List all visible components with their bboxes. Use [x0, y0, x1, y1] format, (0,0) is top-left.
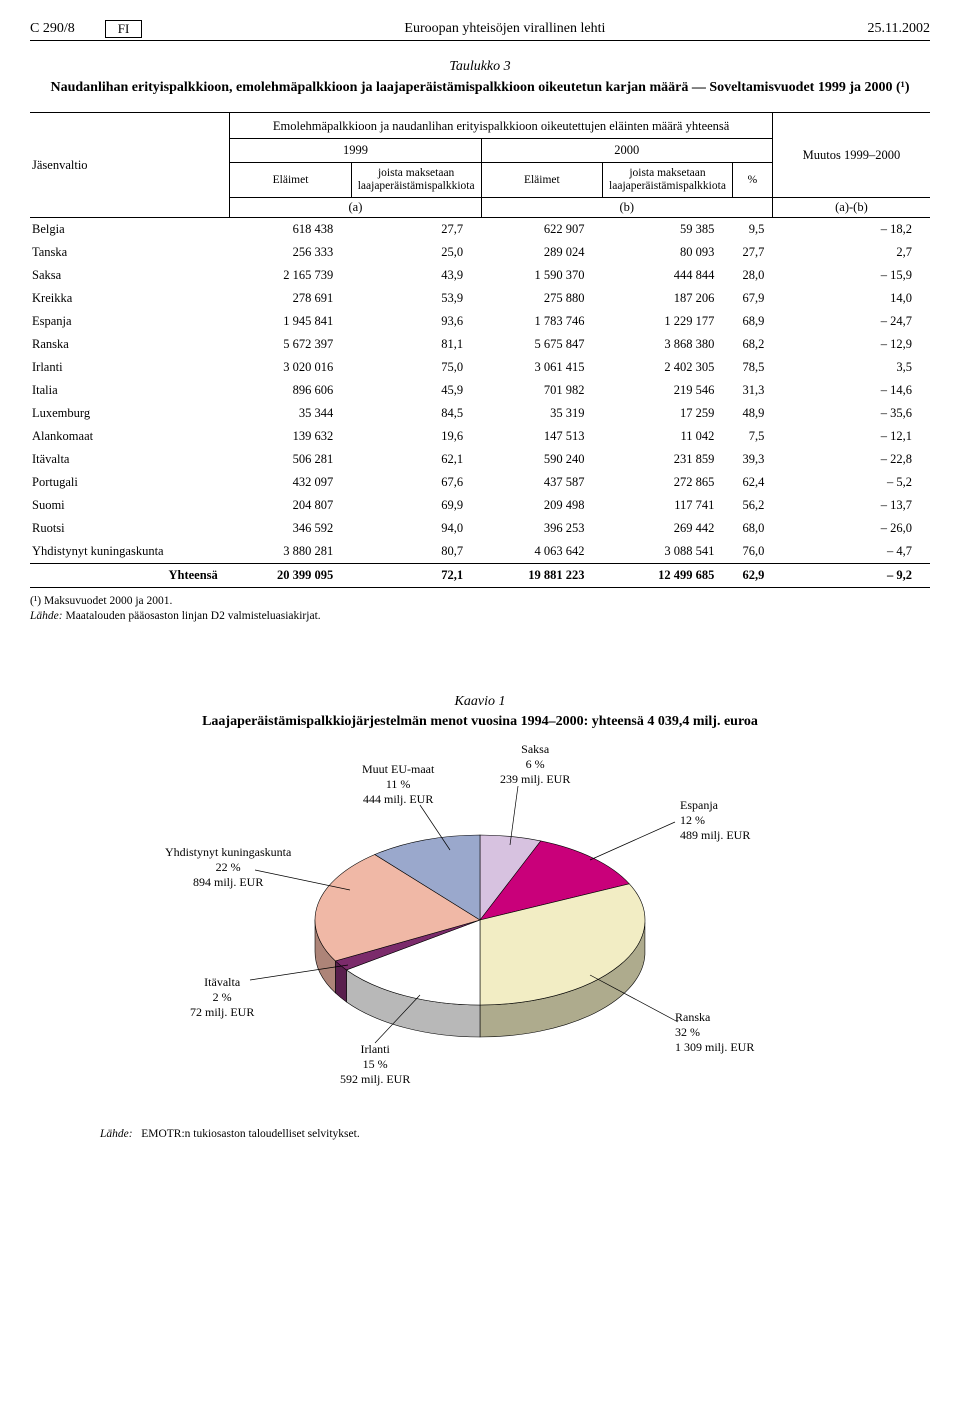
col-elaimet-1: Eläimet	[230, 162, 351, 197]
table-row: Saksa2 165 73943,91 590 370444 84428,0– …	[30, 264, 930, 287]
data-table: Jäsenvaltio Emolehmäpalkkioon ja naudanl…	[30, 112, 930, 588]
callout-saksa: Saksa 6 % 239 milj. EUR	[500, 742, 570, 787]
col-joista-2: joista maksetaan laajaperäistämispalkkio…	[603, 162, 733, 197]
table-row: Ruotsi346 59294,0396 253269 44268,0– 26,…	[30, 517, 930, 540]
table-row: Suomi204 80769,9209 498117 74156,2– 13,7	[30, 494, 930, 517]
callout-ranska: Ranska 32 % 1 309 milj. EUR	[675, 1010, 754, 1055]
chart-title-2: Laajaperäistämispalkkiojärjestelmän meno…	[30, 714, 930, 730]
lab-a: (a)	[230, 198, 481, 218]
callout-espanja: Espanja 12 % 489 milj. EUR	[680, 798, 750, 843]
col-pct: %	[732, 162, 772, 197]
col-joista-1: joista maksetaan laajaperäistämispalkkio…	[351, 162, 481, 197]
col-jasenvaltio: Jäsenvaltio	[30, 112, 230, 217]
table-total-row: Yhteensä20 399 09572,119 881 22312 499 6…	[30, 564, 930, 588]
table-title: Taulukko 3	[30, 59, 930, 75]
table-row: Ranska5 672 39781,15 675 8473 868 38068,…	[30, 333, 930, 356]
src-text: Maatalouden pääosaston linjan D2 valmist…	[65, 610, 320, 622]
table-subtitle: Naudanlihan erityispalkkioon, emolehmäpa…	[30, 79, 930, 98]
chart-block: Kaavio 1 Laajaperäistämispalkkiojärjeste…	[30, 694, 930, 1140]
pie-chart: Saksa 6 % 239 milj. EUR Espanja 12 % 489…	[120, 750, 840, 1110]
table-row: Alankomaat139 63219,6147 51311 0427,5– 1…	[30, 425, 930, 448]
journal-name: Euroopan yhteisöjen virallinen lehti	[142, 21, 867, 37]
hdr-1999: 1999	[230, 138, 481, 162]
lab-ab: (a)-(b)	[772, 198, 930, 218]
hdr-2000: 2000	[481, 138, 772, 162]
col-elaimet-2: Eläimet	[481, 162, 602, 197]
src-label: Lähde:	[30, 610, 63, 622]
table-row: Irlanti3 020 01675,03 061 4152 402 30578…	[30, 356, 930, 379]
callout-muut: Muut EU-maat 11 % 444 milj. EUR	[362, 762, 434, 807]
table-row: Espanja1 945 84193,61 783 7461 229 17768…	[30, 310, 930, 333]
table-row: Kreikka278 69153,9275 880187 20667,914,0	[30, 287, 930, 310]
chart-title-1: Kaavio 1	[30, 694, 930, 710]
table-row: Tanska256 33325,0289 02480 09327,72,7	[30, 241, 930, 264]
page-header: C 290/8 FI Euroopan yhteisöjen viralline…	[30, 20, 930, 41]
lab-b: (b)	[481, 198, 772, 218]
footnote-1: (¹) Maksuvuodet 2000 ja 2001.	[30, 594, 930, 609]
page-ref: C 290/8	[30, 21, 75, 37]
lang-box: FI	[105, 20, 143, 38]
table-row: Itävalta506 28162,1590 240231 85939,3– 2…	[30, 448, 930, 471]
table-row: Italia896 60645,9701 982219 54631,3– 14,…	[30, 379, 930, 402]
callout-uk: Yhdistynyt kuningaskunta 22 % 894 milj. …	[165, 845, 291, 890]
table-row: Belgia618 43827,7622 90759 3859,5– 18,2	[30, 218, 930, 242]
table-row: Yhdistynyt kuningaskunta3 880 28180,74 0…	[30, 540, 930, 564]
table-footnotes: (¹) Maksuvuodet 2000 ja 2001. Lähde: Maa…	[30, 594, 930, 624]
col-muutos: Muutos 1999–2000	[772, 112, 930, 197]
page-date: 25.11.2002	[868, 21, 930, 37]
table-row: Portugali432 09767,6437 587272 86562,4– …	[30, 471, 930, 494]
chart-source: Lähde: EMOTR:n tukiosaston taloudelliset…	[100, 1128, 930, 1140]
table-row: Luxemburg35 34484,535 31917 25948,9– 35,…	[30, 402, 930, 425]
callout-itavalta: Itävalta 2 % 72 milj. EUR	[190, 975, 254, 1020]
super-header: Emolehmäpalkkioon ja naudanlihan erityis…	[230, 112, 773, 138]
callout-irlanti: Irlanti 15 % 592 milj. EUR	[340, 1042, 410, 1087]
